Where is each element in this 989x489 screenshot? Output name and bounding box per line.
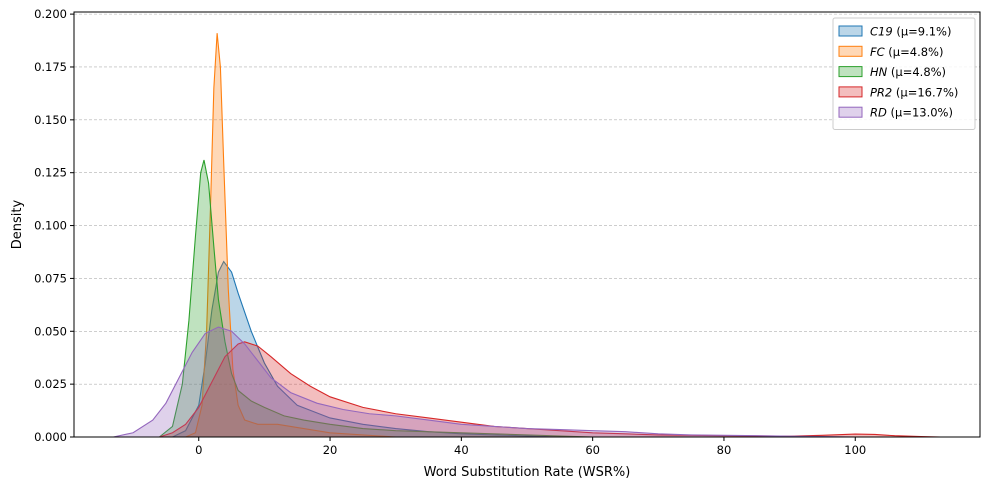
- x-tick-label: 80: [717, 443, 732, 457]
- density-line-fc: [185, 33, 396, 438]
- legend-item-c19: C19 (μ=9.1%): [838, 25, 951, 39]
- x-axis: 0 20 40 60 80 100: [195, 437, 866, 457]
- legend-series-name: C19: [870, 25, 893, 39]
- legend-series-mean: (μ=4.8%): [885, 45, 944, 59]
- legend-series-name: FC: [870, 45, 885, 59]
- plot-area: [113, 33, 941, 438]
- legend-item-hn: HN (μ=4.8%): [838, 65, 946, 79]
- x-axis-label: Word Substitution Rate (WSR%): [424, 465, 631, 480]
- y-tick-label: 0.200: [34, 7, 67, 21]
- y-axis-label: Density: [10, 199, 25, 249]
- legend-series-mean: (μ=16.7%): [892, 85, 958, 99]
- legend-swatch: [838, 66, 863, 78]
- density-line-rd: [113, 326, 856, 438]
- legend-item-pr2: PR2 (μ=16.7%): [838, 85, 958, 99]
- legend: C19 (μ=9.1%)FC (μ=4.8%)HN (μ=4.8%)PR2 (μ…: [832, 17, 976, 130]
- legend-swatch: [838, 45, 863, 57]
- legend-series-mean: (μ=4.8%): [887, 65, 946, 79]
- density-line-pr2: [159, 341, 941, 438]
- legend-box: [832, 17, 976, 130]
- density-line-c19: [172, 260, 560, 438]
- y-tick-label: 0.025: [34, 377, 67, 391]
- grid: [74, 13, 980, 385]
- plot-frame: [73, 11, 981, 438]
- legend-swatch: [838, 86, 863, 98]
- legend-series-name: HN: [870, 65, 888, 79]
- legend-series-name: PR2: [870, 85, 892, 99]
- density-area-fc: [185, 33, 396, 437]
- legend-label: HN (μ=4.8%): [870, 65, 946, 79]
- y-tick-label: 0.050: [34, 324, 67, 338]
- legend-series-mean: (μ=13.0%): [887, 106, 953, 120]
- legend-series-mean: (μ=9.1%): [893, 25, 952, 39]
- legend-label: RD (μ=13.0%): [870, 106, 953, 120]
- density-line-hn: [159, 159, 593, 438]
- y-tick-label: 0.125: [34, 166, 67, 180]
- x-tick-label: 40: [454, 443, 469, 457]
- y-tick-label: 0.150: [34, 113, 67, 127]
- legend-swatch: [838, 106, 863, 118]
- density-area-rd: [113, 327, 856, 437]
- legend-label: PR2 (μ=16.7%): [870, 85, 958, 99]
- legend-item-rd: RD (μ=13.0%): [838, 106, 953, 120]
- density-area-hn: [159, 160, 593, 437]
- x-tick-label: 20: [323, 443, 338, 457]
- y-tick-label: 0.100: [34, 219, 67, 233]
- legend-item-fc: FC (μ=4.8%): [838, 45, 943, 59]
- y-tick-label: 0.000: [34, 430, 67, 444]
- x-tick-label: 0: [195, 443, 202, 457]
- y-axis: 0.000 0.025 0.050 0.075 0.100 0.125 0.150 0.175…: [34, 7, 74, 444]
- legend-label: FC (μ=4.8%): [870, 45, 943, 59]
- legend-label: C19 (μ=9.1%): [870, 25, 951, 39]
- density-area-pr2: [159, 341, 941, 437]
- x-tick-label: 60: [585, 443, 600, 457]
- y-tick-label: 0.075: [34, 271, 67, 285]
- legend-swatch: [838, 25, 863, 37]
- density-area-c19: [172, 261, 560, 437]
- legend-series-name: RD: [870, 106, 887, 120]
- y-tick-label: 0.175: [34, 60, 67, 74]
- x-tick-label: 100: [844, 443, 866, 457]
